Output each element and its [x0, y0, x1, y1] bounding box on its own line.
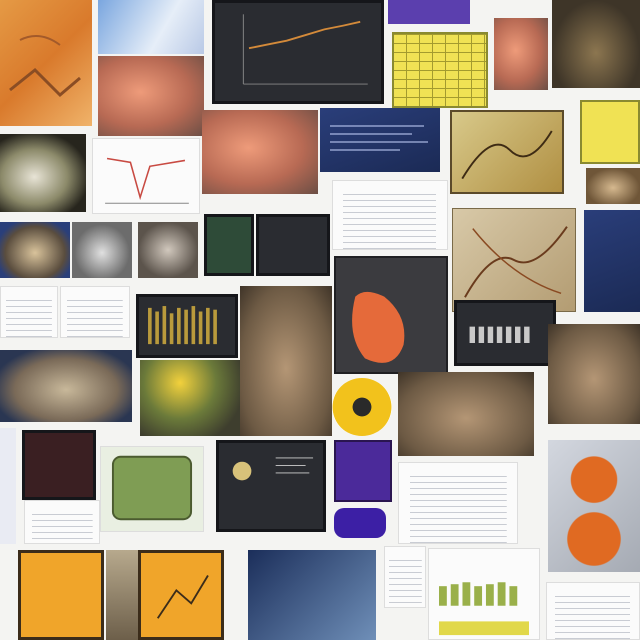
dark-dashboard: [256, 214, 330, 276]
bar-meter-screen: [136, 294, 238, 358]
text-document-left: [0, 286, 58, 338]
orange-specimen-screen: [334, 256, 448, 374]
grey-sculpture-photo: [72, 222, 132, 278]
rock-photo: [586, 168, 640, 204]
dark-fossil-photo: [552, 0, 640, 88]
stone-object-photo: [138, 222, 198, 278]
tan-diagram-photo: [452, 208, 576, 312]
grid-chart-page: [332, 180, 448, 250]
purple-phone: [334, 508, 386, 538]
table-document: [398, 462, 518, 544]
orange-landscape-photo: [0, 0, 92, 126]
elephant-trunk-photo: [240, 286, 332, 436]
red-list-screen: [22, 430, 96, 500]
line-chart-screen: [212, 0, 384, 104]
wood-object-photo: [106, 550, 138, 640]
orange-chart-panel-2: [138, 550, 224, 640]
yellow-dial-icon: [332, 378, 392, 436]
text-document-mid: [60, 286, 130, 338]
blue-data-screen: [584, 210, 640, 312]
yellow-text-panel: [580, 100, 640, 164]
yellow-table-panel: [392, 32, 488, 108]
bottom-text-page: [384, 546, 426, 608]
diagram-dark-screen: [216, 440, 326, 532]
greenish-document: [100, 446, 204, 532]
abstract-shell-photo: [0, 134, 86, 212]
purple-card: [334, 440, 392, 502]
spreadsheet-page: [24, 500, 100, 544]
curve-chart-page: [92, 138, 200, 214]
orange-objects-photo: [548, 440, 640, 572]
large-shell-photo: [0, 350, 132, 422]
yellow-diagram-photo: [450, 110, 564, 194]
purple-banner: [388, 0, 470, 24]
red-specimen-photo: [494, 18, 548, 90]
green-monitor: [204, 214, 254, 276]
garden-photo: [140, 360, 240, 436]
meter-dashboard: [454, 300, 556, 366]
blue-sky-photo: [98, 0, 204, 54]
hoof-closeup-photo: [398, 372, 534, 456]
blue-text-page: [320, 108, 440, 172]
pink-organ-photo: [202, 110, 318, 194]
shell-photo-blue: [0, 222, 70, 278]
pink-tissue-photo: [98, 56, 204, 136]
bottom-wide-page: [428, 548, 540, 640]
orange-table-panel-1: [18, 550, 104, 640]
shell-closeup-right: [548, 324, 640, 424]
blue-scene-photo: [248, 550, 376, 640]
left-edge-strip: [0, 428, 16, 544]
bottom-right-page: [546, 582, 640, 640]
